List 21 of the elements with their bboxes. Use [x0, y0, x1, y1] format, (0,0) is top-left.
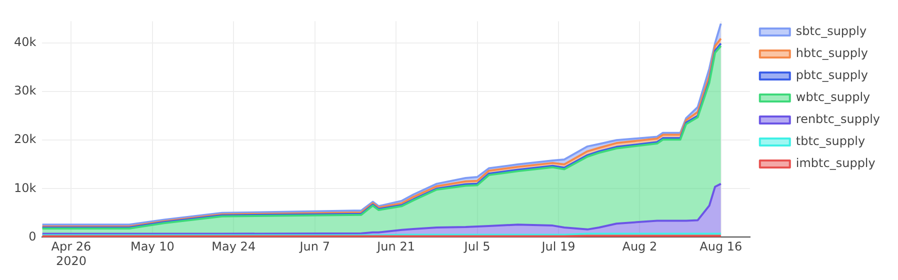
x-tick-label: Jun 7 — [298, 240, 330, 254]
y-tick-label: 10k — [14, 180, 36, 195]
legend-label: imbtc_supply — [796, 156, 876, 170]
x-tick-label: Jun 21 — [376, 240, 415, 254]
x-tick-label: Jul 5 — [463, 240, 490, 254]
y-tick-label: 20k — [14, 132, 36, 146]
legend-label: renbtc_supply — [796, 112, 880, 126]
legend-label: sbtc_supply — [796, 24, 867, 38]
y-tick-label: 30k — [14, 84, 36, 98]
x-tick-label: May 24 — [212, 240, 256, 254]
y-tick-label: 0 — [28, 229, 36, 244]
legend-label: hbtc_supply — [796, 46, 868, 60]
legend-label: wbtc_supply — [796, 90, 870, 104]
x-tick-label: Aug 2 — [622, 240, 658, 254]
x-tick-label: Aug 16 — [700, 240, 742, 254]
x-tick-label: Jul 19 — [540, 240, 576, 254]
y-tick-label: 40k — [14, 35, 36, 50]
x-tick-label: May 10 — [130, 240, 174, 254]
x-tick-label: Apr 26 2020 — [51, 240, 92, 268]
legend-label: tbtc_supply — [796, 134, 866, 148]
legend-label: pbtc_supply — [796, 68, 868, 82]
